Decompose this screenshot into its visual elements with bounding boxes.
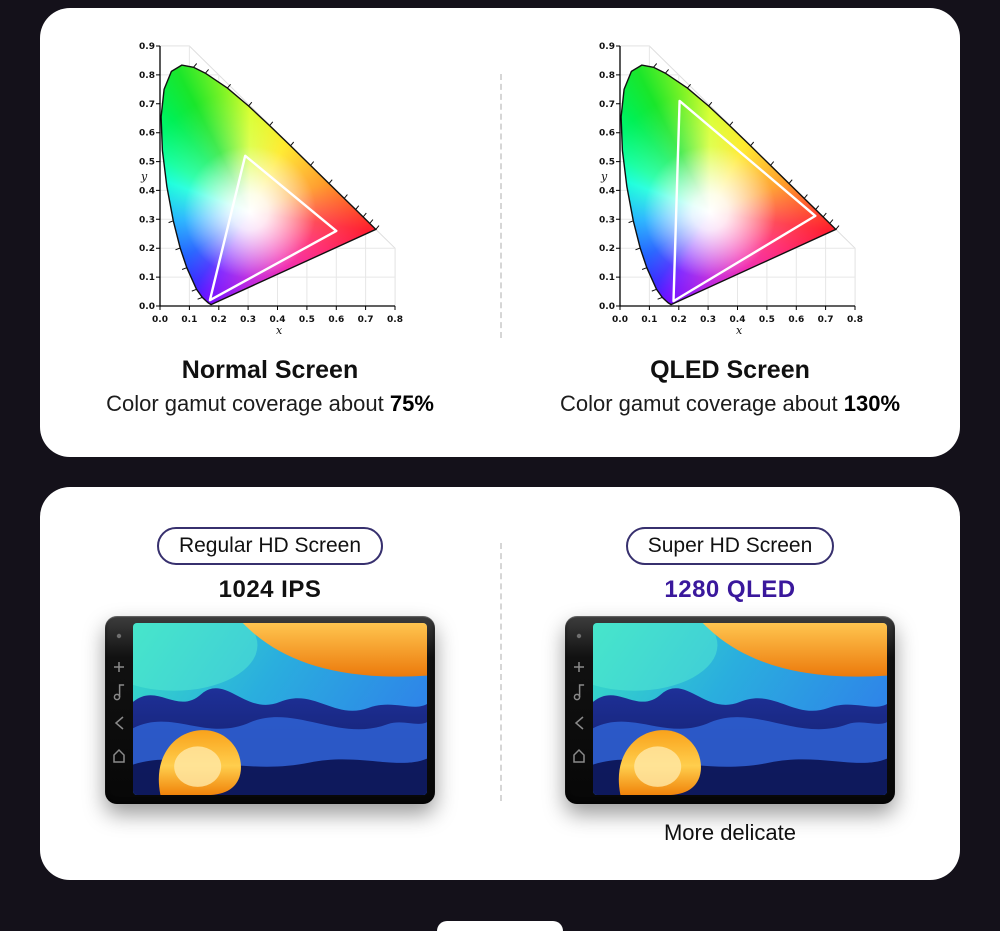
x-axis-label: x [276, 324, 283, 336]
x-tick: 0.0 [612, 315, 628, 325]
chromaticity-diagram-normal: 0.0 0.1 0.2 0.3 0.4 0.5 0.6 0.7 0.8 0.9 … [130, 16, 410, 336]
y-tick: 0.4 [139, 186, 155, 196]
y-axis-label: y [140, 170, 148, 183]
bezel-side-buttons [573, 633, 585, 763]
music-note-stem [578, 684, 585, 697]
y-tick: 0.7 [599, 100, 615, 110]
y-tick: 0.0 [139, 302, 155, 312]
y-tick: 0.0 [599, 302, 615, 312]
y-tick: 0.5 [599, 158, 615, 168]
y-tick: 0.9 [139, 42, 155, 52]
gamut-subtitle-text: Color gamut coverage about [559, 390, 838, 416]
x-tick: 0.4 [270, 315, 286, 325]
x-tick: 0.0 [152, 315, 168, 325]
x-tick: 0.6 [788, 315, 804, 325]
wavelength-ticks [168, 63, 380, 300]
resolution-label-ips: 1024 IPS [218, 576, 322, 603]
plus-icon [574, 662, 584, 672]
music-note-stem [118, 684, 125, 697]
next-card-peek [437, 921, 563, 931]
music-note-icon [113, 693, 121, 701]
device-screen [133, 623, 427, 795]
screen-column-super: Super HD Screen 1280 QLED [500, 487, 960, 880]
wavelength-ticks [628, 63, 840, 300]
y-tick: 0.8 [139, 71, 155, 81]
home-icon [573, 748, 585, 763]
music-note-icon [573, 693, 581, 701]
back-icon [574, 716, 584, 730]
home-icon [113, 748, 125, 763]
chromaticity-diagram-qled: 0.0 0.1 0.2 0.3 0.4 0.5 0.6 0.7 0.8 0.9 … [590, 16, 870, 336]
spectral-locus-outline [620, 64, 838, 306]
device-mockup-regular [105, 616, 435, 804]
x-tick: 0.6 [328, 315, 344, 325]
gamut-column-normal: 0.0 0.1 0.2 0.3 0.4 0.5 0.6 0.7 0.8 0.9 … [40, 8, 500, 457]
y-tick: 0.2 [139, 244, 155, 254]
gamut-subtitle-qled: Color gamut coverage about 130% [560, 391, 900, 417]
y-tick: 0.6 [599, 129, 615, 139]
y-tick: 0.8 [599, 71, 615, 81]
camera-icon [116, 633, 122, 639]
x-tick: 0.8 [847, 315, 863, 325]
screen-column-regular: Regular HD Screen 1024 IPS [40, 487, 500, 880]
x-tick: 0.2 [211, 315, 227, 325]
x-axis-label: x [736, 324, 743, 336]
badge-super-hd: Super HD Screen [625, 527, 835, 565]
x-tick: 0.7 [358, 315, 374, 325]
gamut-triangle-qled [672, 99, 817, 303]
x-tick: 0.1 [641, 315, 657, 325]
resolution-label-qled: 1280 QLED [664, 576, 796, 603]
y-tick: 0.1 [139, 273, 155, 283]
y-tick: 0.6 [139, 129, 155, 139]
badge-regular-hd: Regular HD Screen [156, 527, 384, 565]
plus-icon [114, 662, 124, 672]
x-tick: 0.8 [387, 315, 403, 325]
cie-overlay [620, 63, 840, 306]
gamut-title-qled: QLED Screen [650, 356, 810, 384]
gamut-subtitle-normal: Color gamut coverage about 75% [106, 391, 434, 417]
gamut-column-qled: 0.0 0.1 0.2 0.3 0.4 0.5 0.6 0.7 0.8 0.9 … [500, 8, 960, 457]
abstract-wallpaper [593, 623, 887, 795]
y-tick: 0.3 [139, 215, 155, 225]
bezel-side-buttons [113, 633, 125, 763]
y-tick: 0.2 [599, 244, 615, 254]
camera-icon [576, 633, 582, 639]
y-tick: 0.1 [599, 273, 615, 283]
screen-comparison-card: Regular HD Screen 1024 IPS [40, 487, 960, 880]
x-tick: 0.5 [759, 315, 775, 325]
panel-divider [500, 74, 502, 338]
y-tick: 0.4 [599, 186, 615, 196]
x-tick: 0.5 [299, 315, 315, 325]
device-screen [593, 623, 887, 795]
x-tick: 0.4 [730, 315, 746, 325]
panel-divider [500, 543, 502, 801]
cie-axes: 0.0 0.1 0.2 0.3 0.4 0.5 0.6 0.7 0.8 0.9 … [139, 42, 403, 336]
abstract-wallpaper [133, 623, 427, 795]
y-tick: 0.5 [139, 158, 155, 168]
gamut-triangle-normal [208, 154, 338, 302]
y-tick: 0.7 [139, 100, 155, 110]
x-tick: 0.1 [181, 315, 197, 325]
x-tick: 0.3 [700, 315, 716, 325]
gamut-title-normal: Normal Screen [181, 356, 359, 384]
y-tick: 0.9 [599, 42, 615, 52]
gamut-subtitle-text: Color gamut coverage about [106, 390, 384, 416]
gamut-coverage-value: 130% [843, 390, 901, 416]
spectral-locus-outline [160, 64, 378, 306]
x-tick: 0.2 [671, 315, 687, 325]
gamut-coverage-value: 75% [389, 390, 434, 416]
cie-overlay [160, 63, 380, 306]
x-tick: 0.3 [240, 315, 256, 325]
device-mockup-super [565, 616, 895, 804]
gamut-comparison-card: 0.0 0.1 0.2 0.3 0.4 0.5 0.6 0.7 0.8 0.9 … [40, 8, 960, 457]
back-icon [114, 716, 124, 730]
y-tick: 0.3 [599, 215, 615, 225]
y-axis-label: y [600, 170, 608, 183]
x-tick: 0.7 [818, 315, 834, 325]
caption-more-delicate: More delicate [663, 820, 797, 845]
